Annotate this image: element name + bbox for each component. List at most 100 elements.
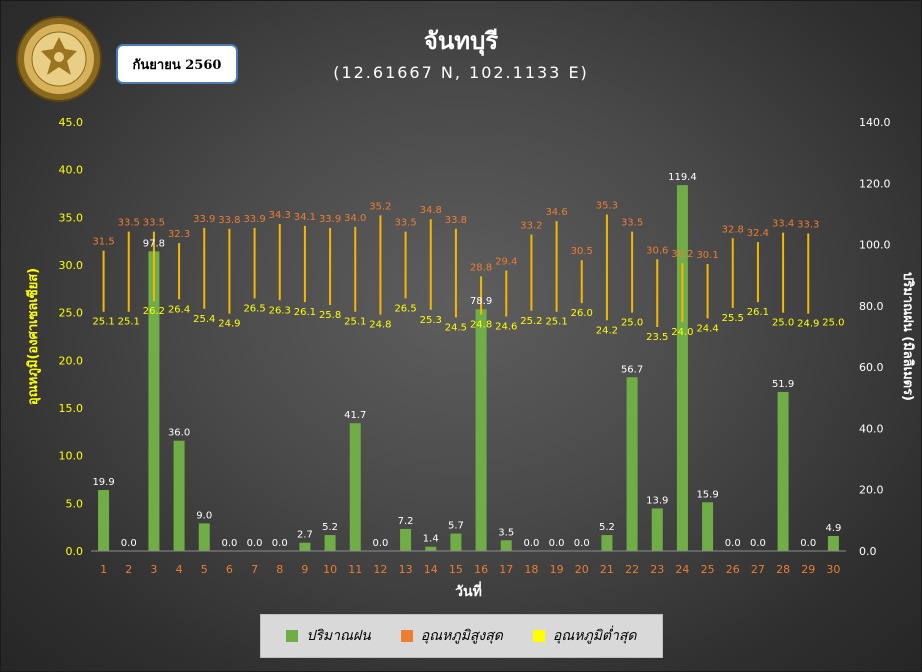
- x-tick-label: 20: [575, 563, 589, 576]
- max-temp-label: 33.9: [319, 214, 341, 225]
- rain-bar: [450, 533, 462, 551]
- x-tick-label: 5: [201, 563, 208, 576]
- max-temp-label: 30.1: [696, 250, 718, 261]
- rain-bar: [324, 535, 336, 551]
- min-temp-label: 26.5: [394, 303, 416, 314]
- x-tick-label: 28: [776, 563, 790, 576]
- rain-value-label: 0.0: [725, 538, 741, 549]
- y-right-axis-title: ปริมาณฝน (มิลลิเมตร): [900, 272, 915, 401]
- x-tick-label: 19: [550, 563, 564, 576]
- x-tick-label: 7: [251, 563, 258, 576]
- y-right-tick-label: 120.0: [859, 177, 891, 190]
- rain-bar: [702, 502, 714, 551]
- y-left-tick-label: 0.0: [66, 545, 84, 558]
- rain-bar: [173, 440, 185, 551]
- x-tick-label: 22: [625, 563, 639, 576]
- rain-bar: [626, 377, 638, 551]
- min-temp-label: 25.1: [92, 317, 114, 328]
- rain-value-label: 3.5: [498, 527, 514, 538]
- rain-value-label: 0.0: [549, 538, 565, 549]
- rain-value-label: 0.0: [574, 538, 590, 549]
- rain-bar: [651, 508, 663, 551]
- min-temp-label: 25.1: [118, 317, 140, 328]
- rain-value-label: 0.0: [372, 538, 388, 549]
- min-temp-label: 24.6: [495, 321, 517, 332]
- rain-value-label: 5.7: [448, 521, 464, 532]
- legend-swatch-min-temp: [532, 630, 545, 642]
- rain-value-label: 4.9: [825, 523, 841, 534]
- x-tick-label: 30: [826, 563, 840, 576]
- min-temp-label: 25.5: [722, 313, 744, 324]
- y-right-tick-label: 100.0: [859, 239, 891, 252]
- max-temp-label: 33.4: [772, 219, 794, 230]
- min-temp-label: 26.0: [571, 308, 593, 319]
- rain-value-label: 0.0: [247, 538, 263, 549]
- max-temp-label: 32.8: [722, 224, 744, 235]
- max-temp-label: 34.1: [294, 212, 316, 223]
- max-temp-label: 33.5: [118, 218, 140, 229]
- min-temp-label: 26.4: [168, 304, 190, 315]
- x-tick-label: 27: [751, 563, 765, 576]
- chart-legend: ปริมาณฝน อุณหภูมิสูงสุด อุณหภูมิต่ำสุด: [260, 614, 663, 658]
- max-temp-label: 32.3: [168, 229, 190, 240]
- min-temp-label: 24.2: [596, 325, 618, 336]
- min-temp-label: 25.2: [520, 316, 542, 327]
- rain-bar: [349, 423, 361, 551]
- rain-value-label: 56.7: [621, 364, 643, 375]
- y-left-axis-title: อุณหภูมิ(องศาเซลเซียส): [25, 268, 41, 405]
- rain-value-label: 0.0: [272, 538, 288, 549]
- rain-value-label: 97.8: [143, 238, 165, 249]
- x-tick-label: 21: [600, 563, 614, 576]
- legend-label-rain: ปริมาณฝน: [306, 628, 371, 644]
- y-right-tick-label: 20.0: [859, 484, 884, 497]
- y-left-tick-label: 10.0: [59, 450, 84, 463]
- y-left-tick-label: 30.0: [59, 259, 84, 272]
- x-tick-label: 12: [373, 563, 387, 576]
- legend-swatch-max-temp: [400, 630, 413, 642]
- min-temp-label: 25.0: [621, 318, 643, 329]
- x-tick-label: 26: [726, 563, 740, 576]
- x-axis-title: วันที่: [455, 581, 482, 600]
- x-tick-label: 8: [276, 563, 283, 576]
- y-left-tick-label: 35.0: [59, 211, 84, 224]
- max-temp-label: 31.5: [92, 237, 114, 248]
- min-temp-label: 26.3: [269, 305, 291, 316]
- y-left-tick-label: 45.0: [59, 116, 84, 129]
- rain-bar: [299, 542, 311, 551]
- rain-value-label: 2.7: [297, 530, 313, 541]
- max-temp-label: 33.8: [445, 215, 467, 226]
- legend-swatch-rain: [286, 630, 299, 642]
- min-temp-label: 23.5: [646, 332, 668, 343]
- chart-subtitle: (12.61667 N, 102.1133 E): [333, 63, 589, 82]
- min-temp-label: 26.2: [143, 306, 165, 317]
- max-temp-label: 30.2: [671, 249, 693, 260]
- max-temp-label: 34.6: [545, 207, 567, 218]
- x-tick-label: 2: [125, 563, 132, 576]
- x-tick-label: 24: [675, 563, 689, 576]
- rain-bar: [475, 309, 487, 551]
- rain-value-label: 0.0: [750, 538, 766, 549]
- max-temp-label: 34.0: [344, 213, 366, 224]
- rain-value-label: 5.2: [599, 522, 615, 533]
- max-temp-label: 33.8: [218, 215, 240, 226]
- max-temp-label: 33.3: [797, 220, 819, 231]
- meteorological-department-logo: [16, 16, 102, 102]
- rain-value-label: 36.0: [168, 428, 190, 439]
- rain-bar: [198, 523, 210, 551]
- rain-value-label: 15.9: [696, 489, 718, 500]
- rain-bar: [425, 546, 437, 551]
- x-tick-label: 1: [100, 563, 107, 576]
- rain-bar: [777, 391, 789, 551]
- min-temp-label: 24.8: [470, 320, 492, 331]
- y-right-tick-label: 60.0: [859, 361, 884, 374]
- rain-value-label: 51.9: [772, 379, 794, 390]
- rain-bar: [98, 490, 110, 551]
- max-temp-label: 30.6: [646, 245, 668, 256]
- min-temp-label: 26.5: [243, 303, 265, 314]
- x-tick-label: 11: [348, 563, 362, 576]
- rain-bar: [400, 528, 412, 551]
- rain-value-label: 0.0: [800, 538, 816, 549]
- y-left-tick-label: 15.0: [59, 402, 84, 415]
- rain-value-label: 19.9: [92, 477, 114, 488]
